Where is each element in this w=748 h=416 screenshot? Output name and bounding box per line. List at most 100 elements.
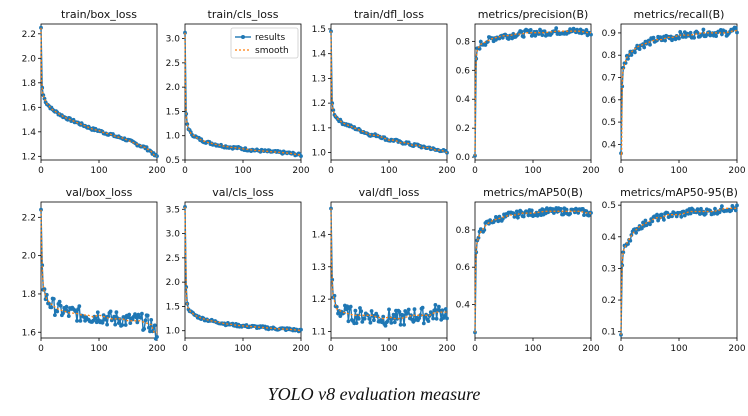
y-tick-label: 1.2 — [312, 295, 326, 305]
panel-title: train/dfl_loss — [354, 8, 424, 21]
results-point — [133, 312, 137, 316]
panel-title: metrics/mAP50(B) — [483, 186, 583, 199]
results-point — [648, 42, 652, 47]
results-point — [445, 316, 449, 321]
results-point — [152, 323, 157, 328]
results-point — [344, 307, 348, 312]
x-tick-label: 100 — [670, 344, 687, 354]
y-tick-label: 2.0 — [166, 278, 181, 288]
y-tick-label: 0.2 — [602, 296, 616, 306]
results-point — [299, 327, 303, 332]
y-tick-label: 0.8 — [602, 51, 617, 61]
results-point — [418, 313, 423, 317]
results-point — [77, 304, 82, 309]
results-point — [64, 304, 69, 309]
results-point — [516, 215, 520, 220]
y-tick-label: 1.6 — [22, 328, 37, 338]
x-tick-label: 100 — [670, 166, 687, 176]
results-point — [140, 311, 144, 316]
results-point — [61, 311, 65, 316]
y-tick-label: 2.0 — [22, 252, 37, 262]
results-point — [128, 321, 133, 325]
panel-title: val/box_loss — [66, 186, 133, 199]
results-point — [123, 323, 128, 327]
y-tick-label: 0.1 — [602, 328, 616, 338]
x-tick-label: 200 — [148, 344, 165, 354]
y-tick-label: 1.4 — [312, 50, 327, 60]
results-point — [699, 206, 703, 211]
x-tick-label: 200 — [728, 166, 745, 176]
results-point — [643, 218, 648, 223]
results-point — [417, 316, 422, 320]
x-tick-label: 100 — [380, 166, 397, 176]
results-point — [330, 277, 335, 282]
y-tick-label: 1.4 — [312, 230, 327, 240]
x-tick-label: 0 — [472, 344, 478, 354]
results-point — [44, 292, 49, 297]
results-point — [345, 304, 350, 309]
results-point — [40, 263, 45, 268]
results-point — [651, 35, 656, 40]
x-tick-label: 100 — [90, 344, 107, 354]
results-point — [554, 26, 559, 31]
results-point — [684, 35, 688, 39]
x-tick-label: 0 — [182, 166, 188, 176]
results-point — [41, 93, 46, 97]
results-point — [338, 314, 343, 318]
y-tick-label: 1.5 — [166, 107, 180, 117]
results-point — [354, 321, 359, 325]
results-point — [433, 303, 438, 307]
panel-title: metrics/precision(B) — [478, 8, 589, 21]
results-point — [674, 214, 679, 219]
results-point — [402, 322, 406, 327]
y-tick-label: 1.3 — [312, 263, 326, 273]
y-tick-label: 0.4 — [456, 300, 471, 310]
smooth-line — [330, 31, 448, 154]
results-point — [620, 84, 625, 89]
x-tick-label: 200 — [438, 344, 455, 354]
x-tick-label: 100 — [90, 166, 107, 176]
y-tick-label: 0.8 — [456, 37, 471, 47]
y-tick-label: 0.8 — [456, 226, 471, 236]
legend-smooth-label: smooth — [255, 46, 289, 56]
y-tick-label: 0.7 — [602, 74, 616, 84]
results-point — [431, 316, 435, 321]
results-point — [642, 45, 647, 50]
results-point — [385, 319, 390, 323]
results-point — [76, 307, 80, 312]
results-point — [381, 314, 386, 319]
y-tick-label: 1.3 — [312, 74, 326, 84]
results-point — [432, 308, 437, 313]
results-point — [185, 122, 190, 126]
panel-title: train/cls_loss — [208, 8, 279, 21]
x-tick-label: 0 — [328, 166, 334, 176]
results-point — [406, 307, 411, 312]
results-point — [49, 305, 54, 310]
results-point — [478, 39, 483, 44]
results-point — [586, 213, 591, 218]
results-point — [735, 30, 739, 35]
x-tick-label: 0 — [618, 166, 624, 176]
results-point — [358, 306, 362, 310]
results-point — [78, 319, 83, 323]
results-point — [147, 325, 151, 330]
results-point — [521, 214, 526, 219]
y-tick-label: 1.2 — [312, 99, 326, 109]
results-point — [359, 309, 364, 314]
results-point — [421, 321, 426, 326]
results-point — [420, 305, 425, 310]
y-tick-label: 0.5 — [602, 118, 616, 128]
results-point — [383, 323, 388, 328]
results-point — [66, 314, 71, 318]
y-tick-label: 0.2 — [456, 124, 470, 134]
results-point — [360, 320, 365, 324]
panel-val-dfl-loss: val/dfl_loss 1.1 1.2 1.3 1.4 0 100 200 — [312, 186, 456, 354]
results-line — [184, 206, 302, 333]
results-point — [692, 35, 696, 40]
y-tick-label: 1.1 — [312, 328, 326, 338]
results-point — [670, 214, 674, 219]
y-tick-label: 3.5 — [166, 205, 180, 215]
y-tick-label: 1.0 — [166, 132, 181, 142]
y-tick-label: 0.4 — [456, 95, 471, 105]
x-tick-label: 100 — [524, 166, 541, 176]
